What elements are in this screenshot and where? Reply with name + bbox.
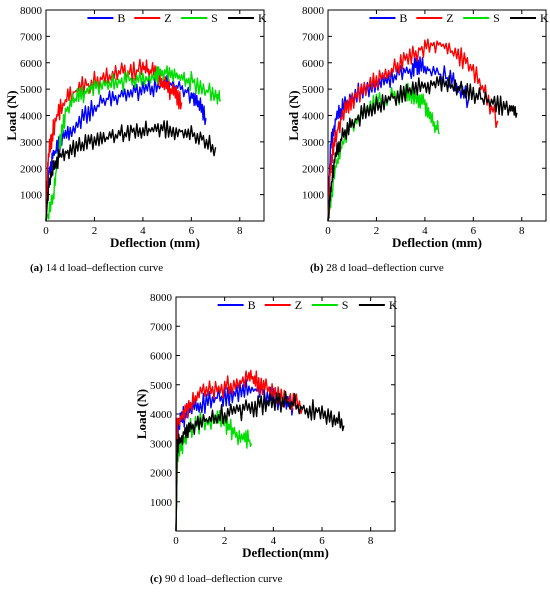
x-tick-label: 6 [471,225,477,237]
x-axis-label: Deflection (mm) [110,235,200,250]
y-tick-label: 2000 [20,163,43,175]
y-tick-label: 8000 [302,5,325,17]
x-tick-label: 0 [173,535,179,547]
series-line-Z [45,58,183,222]
caption-label: (a) [30,262,43,274]
x-tick-label: 4 [422,225,428,237]
x-tick-label: 2 [374,225,380,237]
y-tick-label: 7000 [150,321,173,333]
y-tick-label: 1000 [150,497,173,509]
legend-label-S: S [493,11,500,25]
legend-label-Z: Z [295,298,302,312]
figure-caption: (a) 14 d load–deflection curve [30,262,163,274]
x-tick-label: 2 [92,225,98,237]
y-tick-label: 1000 [20,190,43,202]
legend-label-Z: Z [446,11,453,25]
y-axis-label: Load (N) [286,90,301,140]
caption-label: (b) [310,262,324,274]
legend-label-K: K [389,298,398,312]
x-axis-label: Deflection (mm) [392,235,482,250]
legend-label-S: S [342,298,349,312]
plot-frame [175,296,396,532]
x-tick-label: 0 [325,225,331,237]
chart-panel-0: 1000 2000 3000 4000 5000 6000 7000 8000 0 2 4 6 8 Def… [4,5,267,274]
figure-caption: (c) 90 d load–deflection curve [150,573,283,585]
caption-text: 90 d load–deflection curve [162,573,282,585]
y-tick-label: 2000 [302,163,325,175]
chart-panel-2: 1000 2000 3000 4000 5000 6000 7000 8000 0 2 4 6 8 Def… [134,292,398,585]
legend-label-Z: Z [164,11,171,25]
x-tick-label: 6 [319,535,325,547]
x-tick-label: 8 [368,535,374,547]
figure-caption: (b) 28 d load–deflection curve [310,262,444,274]
y-tick-label: 6000 [20,58,43,70]
y-axis-label: Load (N) [4,90,19,140]
x-tick-label: 4 [140,225,146,237]
series-line-Z [327,38,499,222]
y-tick-label: 5000 [20,84,43,96]
series-line-K [45,120,217,222]
series-line-K [175,390,345,532]
series-line-B [327,56,470,222]
legend-label-K: K [540,11,549,25]
y-tick-label: 8000 [20,5,43,17]
legend-label-B: B [117,11,125,25]
x-tick-label: 2 [222,535,228,547]
x-tick-label: 0 [43,225,49,237]
y-tick-label: 7000 [20,31,43,43]
legend-label-B: B [248,298,256,312]
y-tick-label: 3000 [150,438,173,450]
chart-panel-1: 1000 2000 3000 4000 5000 6000 7000 8000 0 2 4 6 8 Def… [286,5,549,274]
caption-text: 14 d load–deflection curve [43,262,163,274]
y-tick-label: 3000 [302,137,325,149]
y-tick-label: 3000 [20,137,43,149]
legend-label-S: S [211,11,218,25]
plot-frame [45,9,265,222]
series-line-B [45,74,207,222]
y-tick-label: 8000 [150,292,173,304]
y-tick-label: 1000 [302,190,325,202]
y-tick-label: 6000 [302,58,325,70]
x-axis-label: Deflection(mm) [242,545,329,560]
y-tick-label: 4000 [20,111,43,123]
y-tick-label: 5000 [302,84,325,96]
series-line-K [327,75,518,222]
caption-text: 28 d load–deflection curve [323,262,443,274]
y-tick-label: 7000 [302,31,325,43]
y-axis-label: Load (N) [134,389,149,439]
legend-label-B: B [399,11,407,25]
legend-label-K: K [258,11,267,25]
x-tick-label: 8 [519,225,525,237]
x-tick-label: 8 [237,225,243,237]
y-tick-label: 5000 [150,380,173,392]
y-tick-label: 6000 [150,351,173,363]
y-tick-label: 4000 [302,111,325,123]
x-tick-label: 6 [189,225,195,237]
x-tick-label: 4 [271,535,277,547]
y-tick-label: 2000 [150,468,173,480]
caption-label: (c) [150,573,163,585]
series-line-S [45,65,222,222]
y-tick-label: 4000 [150,409,173,421]
